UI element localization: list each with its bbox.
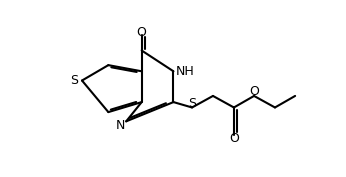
Text: S: S — [188, 97, 196, 110]
Text: N: N — [116, 119, 125, 132]
Text: O: O — [249, 85, 259, 98]
Text: O: O — [229, 132, 239, 145]
Text: S: S — [71, 74, 79, 87]
Text: NH: NH — [175, 65, 194, 78]
Text: O: O — [137, 26, 147, 39]
